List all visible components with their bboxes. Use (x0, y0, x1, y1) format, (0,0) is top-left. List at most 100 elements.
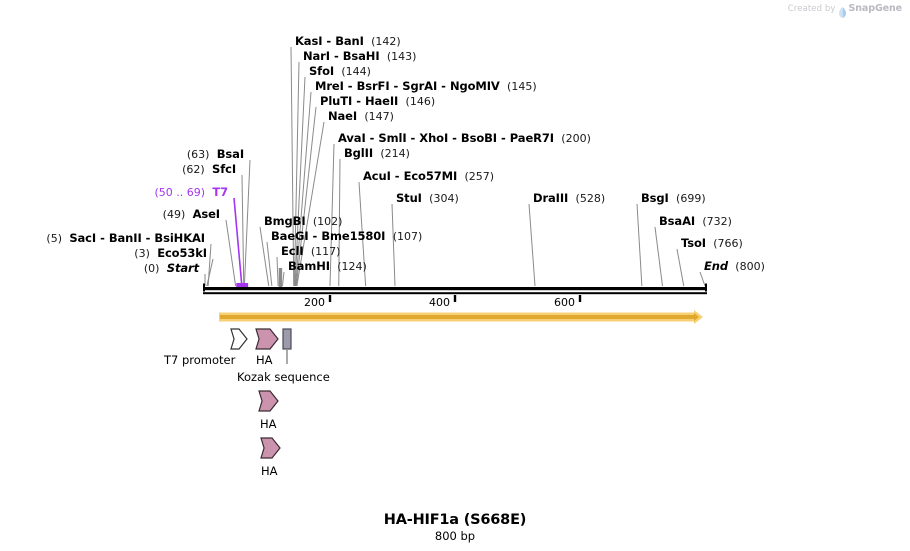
snapgene-watermark: Created by SnapGene (787, 3, 903, 18)
enzyme-name: TsoI (681, 236, 706, 250)
ruler-tick (453, 295, 457, 302)
cut-site-label-ecii[interactable]: EclI (117) (281, 245, 340, 258)
cut-site-label-bsaai[interactable]: BsaAI (732) (659, 215, 732, 228)
name-separator: - (389, 79, 403, 93)
cut-site-label-end[interactable]: End (800) (704, 260, 765, 273)
cut-site-label-sfci[interactable]: (62) SfcI (182, 163, 236, 176)
watermark-created-by-text: Created by (787, 3, 836, 14)
cut-site-label-naei[interactable]: NaeI (147) (328, 110, 394, 123)
leader-line (276, 256, 279, 287)
cut-site-label-nari-bsahi[interactable]: NarI - BsaHI (143) (303, 50, 416, 63)
leader-line (241, 174, 245, 287)
ruler-tick (328, 295, 332, 302)
enzyme-name: BglII (344, 146, 373, 160)
enzyme-name: SfoI (309, 64, 335, 78)
cut-site-label-mrei-group[interactable]: MreI - BsrFI - SgrAI - NgoMIV (145) (315, 80, 537, 93)
cut-site-label-stui[interactable]: StuI (304) (396, 192, 459, 205)
cut-site-label-bmgbi[interactable]: BmgBI (102) (264, 215, 342, 228)
site-position: (102) (312, 215, 343, 228)
site-position: (257) (464, 170, 495, 183)
feature-glyph-kozak-sequence[interactable] (282, 328, 292, 350)
watermark-brand-text: SnapGene (848, 3, 903, 14)
cut-site-label-sfoi[interactable]: SfoI (144) (309, 65, 371, 78)
name-separator: - (496, 131, 510, 145)
cut-site-label-draiii[interactable]: DraIII (528) (533, 192, 605, 205)
cut-site-label-pluti-haeii[interactable]: PluTI - HaeII (146) (320, 95, 435, 108)
enzyme-name: BanI (335, 34, 364, 48)
site-position: (528) (575, 192, 606, 205)
construct-title: HA-HIF1a (S668E) (383, 512, 527, 528)
enzyme-name: DraIII (533, 191, 569, 205)
site-position: (800) (735, 260, 765, 273)
name-separator: - (390, 169, 404, 183)
cut-site-label-start[interactable]: (0) Start (144, 262, 199, 275)
leader-line (225, 219, 237, 287)
leader-line (266, 241, 273, 287)
enzyme-name: MreI (315, 79, 344, 93)
name-separator: - (308, 229, 322, 243)
enzyme-name: BsgI (641, 191, 669, 205)
enzyme-name: End (704, 259, 728, 273)
cut-site-label-bsgi[interactable]: BsgI (699) (641, 192, 706, 205)
feature-glyphs (230, 328, 292, 459)
enzyme-name: BamHI (288, 259, 330, 273)
enzyme-name: StuI (396, 191, 422, 205)
site-position: (117) (310, 245, 341, 258)
cut-site-label-asei[interactable]: (49) AseI (163, 208, 220, 221)
name-separator: - (352, 94, 365, 108)
leader-line (654, 226, 663, 287)
feature-label-ha-2: HA (260, 417, 277, 431)
name-separator: - (141, 231, 155, 245)
cut-site-label-kasi-bani[interactable]: KasI - BanI (142) (295, 35, 401, 48)
orf-arrow-outline (219, 310, 703, 324)
feature-label-t7-promoter: T7 promoter (164, 353, 236, 367)
cut-site-label-bsai[interactable]: (63) BsaI (187, 148, 244, 161)
enzyme-name: NaeI (328, 109, 358, 123)
cut-site-label-acui-eco57mi[interactable]: AcuI - Eco57MI (257) (363, 170, 494, 183)
name-separator: - (365, 131, 379, 145)
feature-glyph-ha-1[interactable] (255, 328, 279, 350)
leader-line (233, 197, 243, 287)
name-separator: - (329, 49, 343, 63)
cut-site-label-t7[interactable]: (50 .. 69) T7 (154, 186, 228, 199)
leader-line (259, 226, 270, 287)
enzyme-name: BsaI (216, 147, 244, 161)
cut-site-label-baegi-bme1580i[interactable]: BaeGI - Bme1580I (107) (271, 230, 422, 243)
enzyme-name: BsiHKAI (154, 231, 205, 245)
cut-site-label-eco53ki[interactable]: (3) Eco53kI (134, 247, 207, 260)
cut-site-label-avai-group[interactable]: AvaI - SmlI - XhoI - BsoBI - PaeR7I (200… (338, 132, 591, 145)
enzyme-name: EclI (281, 244, 304, 258)
t7-promoter-backbone-marker (236, 283, 249, 287)
enzyme-name: Eco53kI (157, 246, 207, 260)
site-position: (5) (46, 232, 63, 245)
cut-site-label-bglii[interactable]: BglII (214) (344, 147, 410, 160)
ruler-tick-label: 600 (554, 296, 575, 309)
site-position: (304) (429, 192, 459, 205)
enzyme-name: AvaI (338, 131, 366, 145)
name-separator: - (437, 79, 450, 93)
enzyme-name: AcuI (363, 169, 391, 183)
enzyme-name: XhoI (419, 131, 449, 145)
site-position: (147) (364, 110, 394, 123)
cut-site-label-bamhi[interactable]: BamHI (124) (288, 260, 367, 273)
cut-site-label-saci-group[interactable]: (5) SacI - BanII - BsiHKAI (46, 232, 205, 245)
enzyme-name: HaeII (364, 94, 399, 108)
enzyme-name: BsrFI (356, 79, 390, 93)
enzyme-name: PaeR7I (509, 131, 554, 145)
enzyme-name: BaeGI (271, 229, 309, 243)
leader-line (206, 258, 214, 287)
feature-glyph-ha-2[interactable] (258, 390, 279, 412)
orf-arrow-core (220, 313, 699, 321)
site-position: (143) (386, 50, 417, 63)
feature-glyph-ha-3[interactable] (260, 437, 281, 459)
leader-line (528, 203, 536, 287)
feature-glyph-t7-promoter[interactable] (230, 328, 248, 350)
ruler-tick-label: 200 (304, 296, 325, 309)
feature-label-ha-3: HA (261, 464, 278, 478)
site-position: (732) (702, 215, 732, 228)
name-separator: - (448, 131, 461, 145)
enzyme-name: BanII (108, 231, 142, 245)
enzyme-name: NarI (303, 49, 330, 63)
cut-site-label-tsoi[interactable]: TsoI (766) (681, 237, 743, 250)
